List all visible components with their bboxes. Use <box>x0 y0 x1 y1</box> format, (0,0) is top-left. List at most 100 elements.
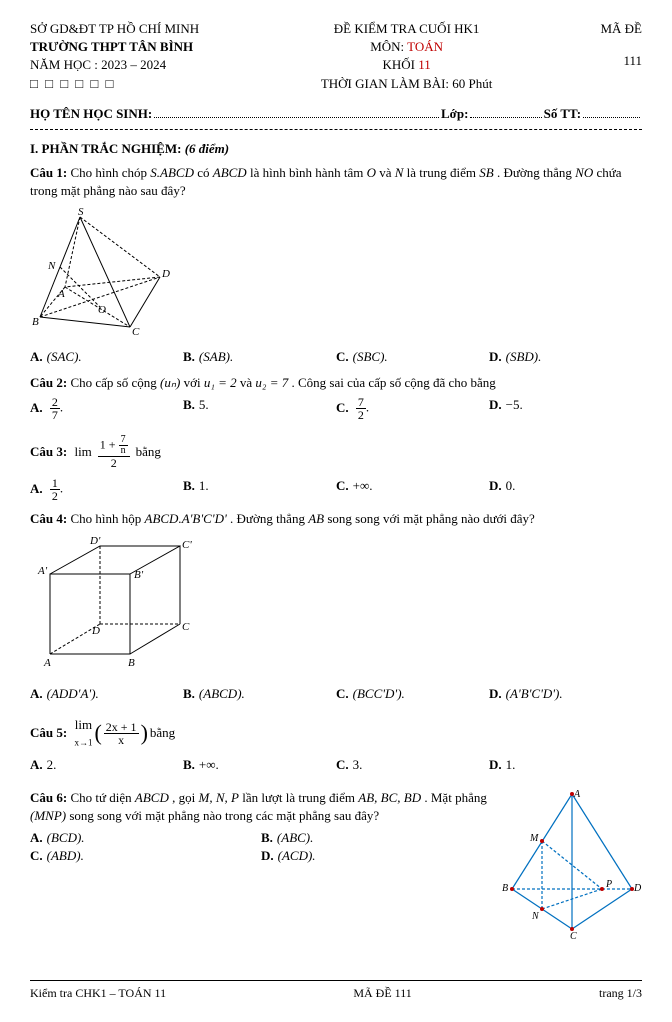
q2-opt-c[interactable]: C. 72. <box>336 396 489 421</box>
q1-sym-n: N <box>395 165 404 180</box>
q1-t5: là trung điểm <box>407 165 480 180</box>
q1-t4: và <box>379 165 395 180</box>
header-left: SỞ GD&ĐT TP HỒ CHÍ MINH TRƯỜNG THPT TÂN … <box>30 20 289 93</box>
svg-text:P: P <box>605 879 612 890</box>
dept: SỞ GD&ĐT TP HỒ CHÍ MINH <box>30 20 289 38</box>
subject-label: MÔN: <box>370 39 404 54</box>
fig-label-o: O <box>98 304 106 316</box>
q1-sym-sabcd: S.ABCD <box>150 165 194 180</box>
svg-text:N: N <box>531 911 540 922</box>
q6-opt-c[interactable]: C.(ABD). <box>30 847 261 865</box>
footer-center: MÃ ĐỀ 111 <box>353 985 411 1002</box>
svg-text:A: A <box>573 789 581 800</box>
q4-options: A.(ADD'A'). B.(ABCD). C.(BCC'D'). D.(A'B… <box>30 685 642 703</box>
q1-opt-a[interactable]: A.(SAC). <box>30 348 183 366</box>
class-field[interactable] <box>470 106 541 118</box>
q4-opt-b[interactable]: B.(ABCD). <box>183 685 336 703</box>
q1-t6: . Đường thẳng <box>497 165 575 180</box>
fig-label-d: D <box>161 268 170 280</box>
fig-label-c: C <box>132 326 140 337</box>
duration: THỜI GIAN LÀM BÀI: 60 Phút <box>289 75 524 93</box>
grade: 11 <box>418 57 431 72</box>
fig-label-n: N <box>47 260 56 272</box>
q4-opt-d[interactable]: D.(A'B'C'D'). <box>489 685 642 703</box>
exam-code: 111 <box>524 52 642 70</box>
q1-opt-d[interactable]: D.(SBD). <box>489 348 642 366</box>
svg-text:B': B' <box>134 569 144 581</box>
q3-frac: 1 + 7n 2 <box>98 435 130 469</box>
question-2: Câu 2: Cho cấp số cộng (uₙ) với u₁ = 2 v… <box>30 374 642 392</box>
q6-opt-a[interactable]: A.(BCD). <box>30 829 261 847</box>
q1-opt-c[interactable]: C.(SBC). <box>336 348 489 366</box>
q2-label: Câu 2: <box>30 375 67 390</box>
footer-left: Kiểm tra CHK1 – TOÁN 11 <box>30 985 166 1002</box>
q6-opt-b[interactable]: B.(ABC). <box>261 829 492 847</box>
q2-opt-b[interactable]: B.5. <box>183 396 336 421</box>
q1-sym-sb: SB <box>479 165 493 180</box>
q5-opt-a[interactable]: A.2. <box>30 756 183 774</box>
q2-options: A. 27. B.5. C. 72. D.−5. <box>30 396 642 421</box>
number-field[interactable] <box>583 106 640 118</box>
section-1-points: (6 điểm) <box>185 141 229 156</box>
code-label: MÃ ĐỀ <box>524 20 642 38</box>
footer-right: trang 1/3 <box>599 985 642 1002</box>
q2-opt-d[interactable]: D.−5. <box>489 396 642 421</box>
q1-t1: Cho hình chóp <box>70 165 150 180</box>
svg-text:C: C <box>182 621 190 633</box>
q6-options: A.(BCD). B.(ABC). C.(ABD). D.(ACD). <box>30 829 492 865</box>
q4-opt-a[interactable]: A.(ADD'A'). <box>30 685 183 703</box>
fig-label-b: B <box>32 316 39 328</box>
question-6-wrap: Câu 6: Cho tứ diện ABCD , gọi M, N, P lầ… <box>30 783 642 950</box>
q5-opt-b[interactable]: B.+∞. <box>183 756 336 774</box>
header-center: ĐỀ KIỂM TRA CUỐI HK1 MÔN: TOÁN KHỐI 11 T… <box>289 20 524 93</box>
svg-text:A': A' <box>37 565 48 577</box>
question-6: Câu 6: Cho tứ diện ABCD , gọi M, N, P lầ… <box>30 789 492 825</box>
q4-opt-c[interactable]: C.(BCC'D'). <box>336 685 489 703</box>
svg-text:C: C <box>570 931 577 939</box>
svg-text:B: B <box>128 657 135 669</box>
q2-opt-a[interactable]: A. 27. <box>30 396 183 421</box>
q1-t2: có <box>197 165 213 180</box>
grade-row: KHỐI 11 <box>289 56 524 74</box>
student-name-field[interactable] <box>154 106 439 118</box>
class-label: Lớp: <box>441 105 468 123</box>
number-label: Số TT: <box>544 105 581 123</box>
school: TRƯỜNG THPT TÂN BÌNH <box>30 38 289 56</box>
student-name-label: HỌ TÊN HỌC SINH: <box>30 105 152 123</box>
q5-options: A.2. B.+∞. C.3. D.1. <box>30 756 642 774</box>
svg-text:D: D <box>91 625 100 637</box>
q3-opt-c[interactable]: C.+∞. <box>336 477 489 502</box>
q1-t3: là hình bình hành tâm <box>250 165 367 180</box>
section-1-label: I. PHẦN TRẮC NGHIỆM: <box>30 141 181 156</box>
q6-opt-d[interactable]: D.(ACD). <box>261 847 492 865</box>
subject-row: MÔN: TOÁN <box>289 38 524 56</box>
q3-opt-d[interactable]: D.0. <box>489 477 642 502</box>
tetrahedron-icon: A B D C M N P <box>502 789 642 939</box>
question-6-text: Câu 6: Cho tứ diện ABCD , gọi M, N, P lầ… <box>30 783 492 950</box>
q3-opt-a[interactable]: A. 12. <box>30 477 183 502</box>
question-1: Câu 1: Cho hình chóp S.ABCD có ABCD là h… <box>30 164 642 200</box>
subject: TOÁN <box>407 39 443 54</box>
q6-label: Câu 6: <box>30 790 67 805</box>
q1-opt-b[interactable]: B.(SAB). <box>183 348 336 366</box>
q1-label: Câu 1: <box>30 165 67 180</box>
svg-text:A: A <box>43 657 51 669</box>
cuboid-icon: A B C D A' B' C' D' <box>30 534 200 674</box>
q5-opt-c[interactable]: C.3. <box>336 756 489 774</box>
q1-figure: S N A B C D O <box>30 207 642 342</box>
question-5: Câu 5: lim x→1 ( 2x + 1x ) bằng <box>30 718 175 749</box>
grade-label: KHỐI <box>382 57 415 72</box>
q1-sym-no: NO <box>575 165 593 180</box>
fig-label-a: A <box>57 288 65 300</box>
svg-text:D: D <box>633 883 642 894</box>
separator <box>30 129 642 130</box>
header: SỞ GD&ĐT TP HỒ CHÍ MINH TRƯỜNG THPT TÂN … <box>30 20 642 93</box>
svg-text:B: B <box>502 883 508 894</box>
q3-opt-b[interactable]: B.1. <box>183 477 336 502</box>
svg-text:M: M <box>529 833 539 844</box>
school-year: NĂM HỌC : 2023 – 2024 <box>30 56 289 74</box>
q4-label: Câu 4: <box>30 511 67 526</box>
question-3: Câu 3: lim 1 + 7n 2 bằng <box>30 435 161 469</box>
svg-text:C': C' <box>182 539 192 551</box>
q5-opt-d[interactable]: D.1. <box>489 756 642 774</box>
